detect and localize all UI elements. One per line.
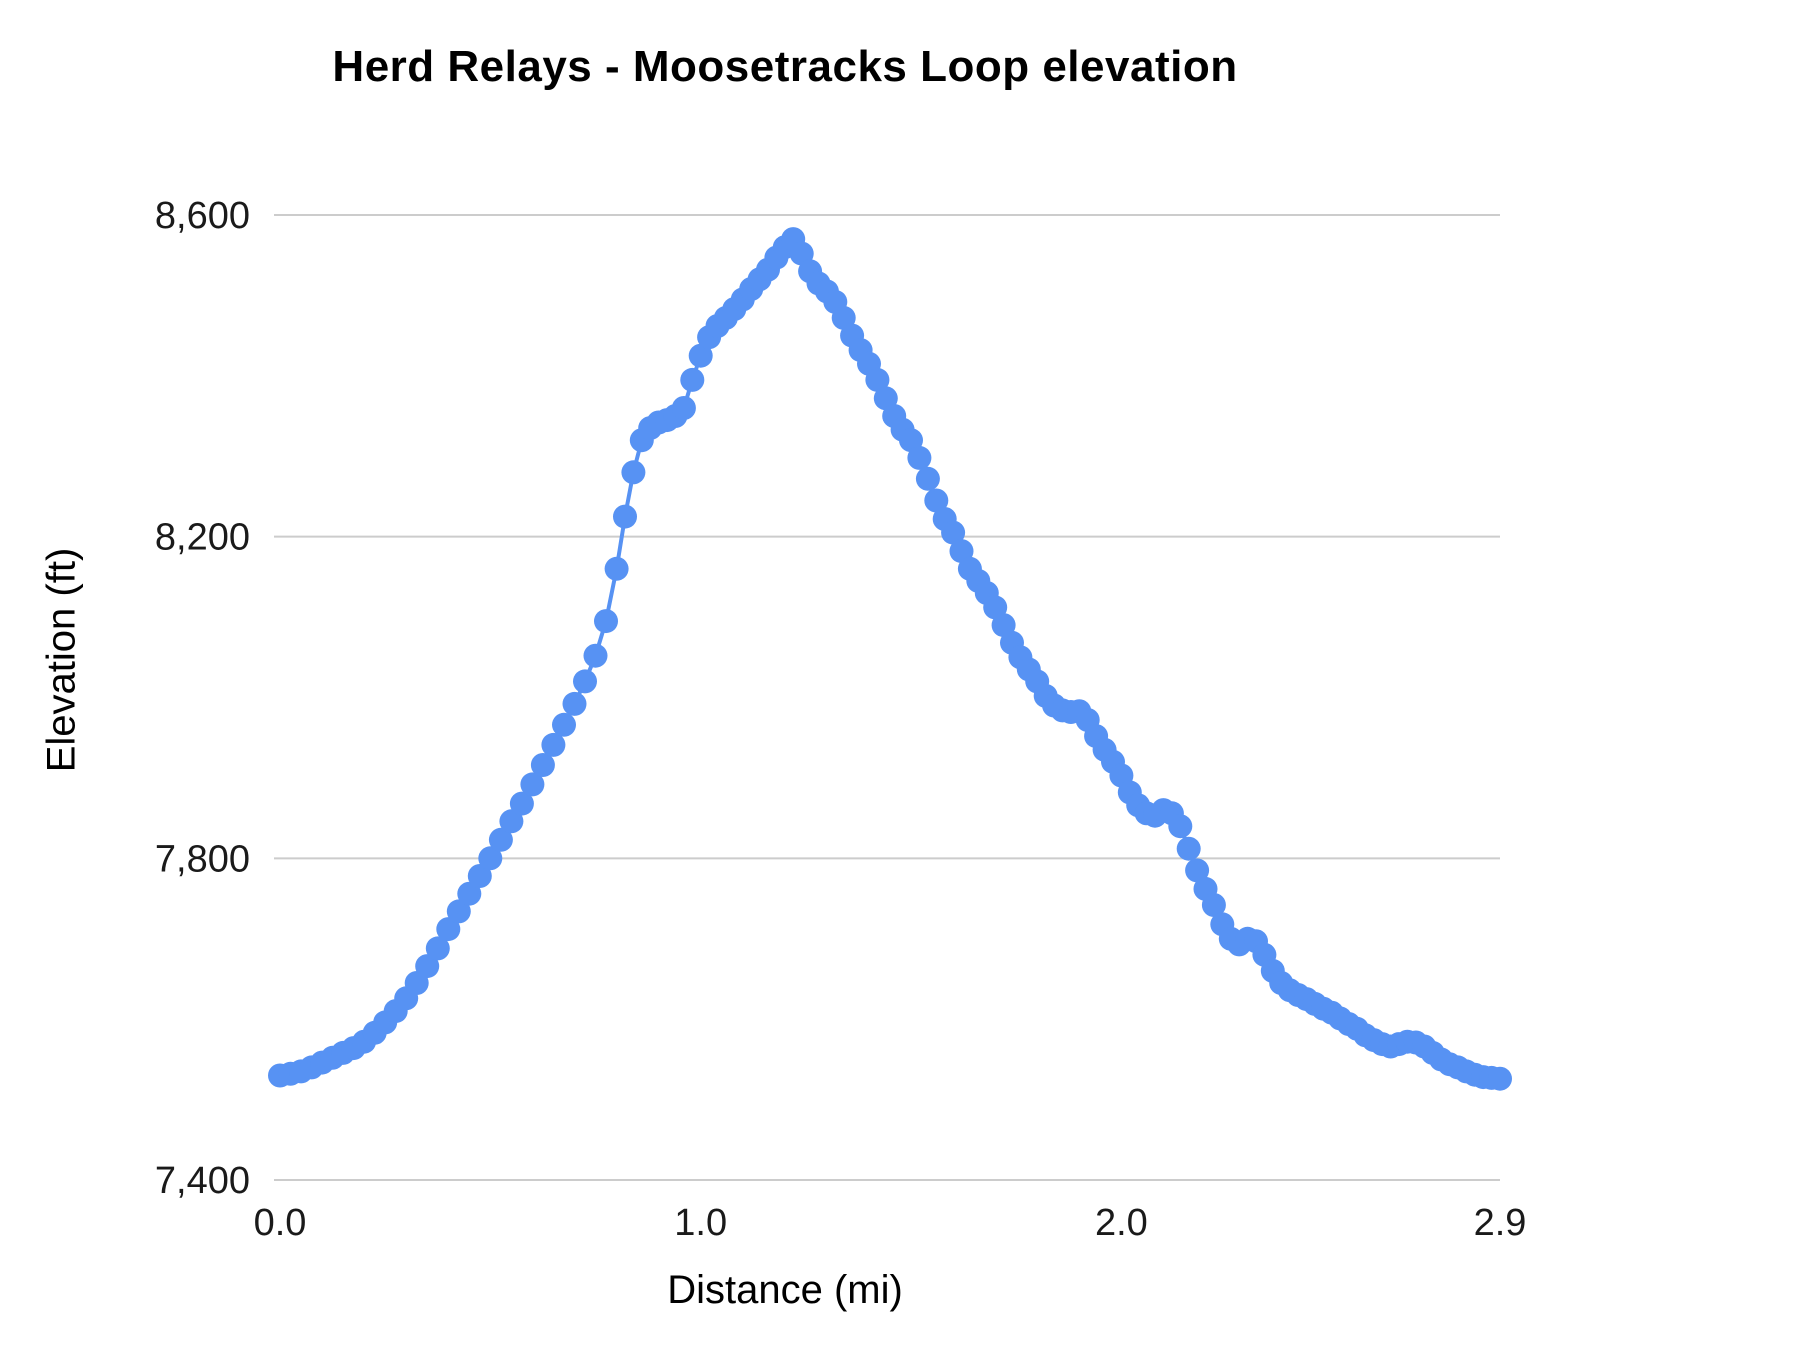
data-point xyxy=(594,609,618,634)
data-point xyxy=(924,488,949,513)
x-tick-label: 1.0 xyxy=(674,1202,727,1244)
data-point xyxy=(478,846,503,871)
data-point xyxy=(488,827,513,852)
data-point xyxy=(907,445,932,470)
data-point xyxy=(865,367,890,392)
data-point xyxy=(541,732,566,757)
data-point xyxy=(613,504,637,529)
data-point xyxy=(688,343,713,368)
y-tick-label: 8,600 xyxy=(155,195,250,237)
data-point xyxy=(671,396,696,420)
data-point xyxy=(415,954,440,979)
x-tick-label: 2.9 xyxy=(1474,1202,1527,1244)
data-point xyxy=(1176,836,1201,861)
data-point xyxy=(583,643,608,668)
data-point xyxy=(457,881,482,906)
data-point xyxy=(530,753,555,777)
data-point xyxy=(915,466,940,491)
data-point xyxy=(467,864,492,888)
data-point xyxy=(562,691,587,716)
data-point xyxy=(425,936,450,961)
data-point xyxy=(680,367,705,392)
data-point xyxy=(573,669,597,694)
data-point xyxy=(1185,858,1210,883)
data-point xyxy=(509,791,534,816)
data-point xyxy=(446,899,471,924)
data-point xyxy=(520,772,545,797)
y-tick-label: 7,800 xyxy=(155,838,250,880)
x-axis-title: Distance (mi) xyxy=(667,1268,903,1312)
data-point xyxy=(604,556,629,581)
series-line xyxy=(279,235,1501,1081)
data-point xyxy=(552,712,576,737)
y-tick-label: 8,200 xyxy=(155,517,250,559)
data-point xyxy=(499,809,524,834)
x-tick-label: 2.0 xyxy=(1095,1202,1148,1244)
y-tick-label: 7,400 xyxy=(155,1160,250,1202)
data-point xyxy=(1168,814,1193,839)
data-point xyxy=(941,520,966,545)
data-point xyxy=(621,460,646,485)
data-point xyxy=(1488,1066,1512,1091)
x-tick-label: 0.0 xyxy=(254,1202,307,1244)
data-point xyxy=(1201,893,1226,917)
chart-title: Herd Relays - Moosetracks Loop elevation xyxy=(332,42,1238,91)
data-point xyxy=(436,917,461,942)
